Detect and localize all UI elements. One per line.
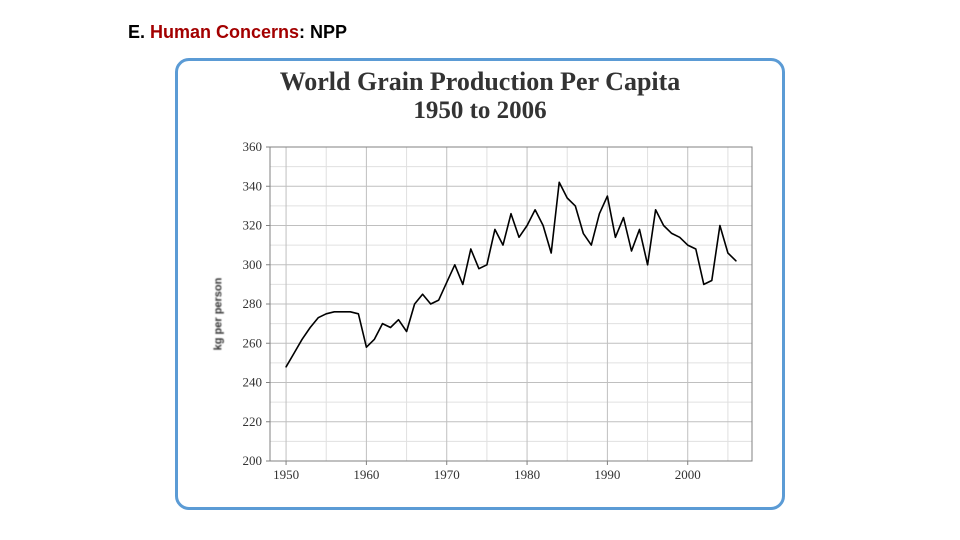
heading-title: Human Concerns xyxy=(150,22,299,42)
chart-title-line1: World Grain Production Per Capita xyxy=(178,67,782,97)
y-axis-label: kg per person xyxy=(212,278,224,351)
svg-plot-container: 200 220 240 260 280 300 320 340 360 1950 1960 1970 1… xyxy=(230,141,762,487)
y-tick-label: 320 xyxy=(243,218,263,233)
x-tick-label: 1970 xyxy=(434,467,460,482)
y-tick-label: 280 xyxy=(243,296,263,311)
x-tick-label: 1950 xyxy=(273,467,299,482)
page-heading: E. Human Concerns: NPP xyxy=(128,22,347,43)
chart-svg: 200 220 240 260 280 300 320 340 360 1950 1960 1970 1… xyxy=(230,141,762,487)
y-tick-label: 220 xyxy=(243,414,263,429)
y-tick-label: 360 xyxy=(243,141,263,154)
heading-suffix: : NPP xyxy=(299,22,347,42)
page: E. Human Concerns: NPP World Grain Produ… xyxy=(0,0,960,540)
x-tick-label: 2000 xyxy=(675,467,701,482)
chart-card: World Grain Production Per Capita 1950 t… xyxy=(175,58,785,510)
y-tick-label: 240 xyxy=(243,375,263,390)
y-tick-label: 340 xyxy=(243,178,263,193)
x-tick-label: 1980 xyxy=(514,467,540,482)
y-tick-label: 300 xyxy=(243,257,263,272)
y-tick-label: 260 xyxy=(243,335,263,350)
chart-title-line2: 1950 to 2006 xyxy=(178,97,782,126)
x-tick-label: 1960 xyxy=(353,467,379,482)
y-tick-label: 200 xyxy=(243,453,263,468)
chart-title: World Grain Production Per Capita 1950 t… xyxy=(178,67,782,126)
plot-area: kg per person 200 220 240 260 280 300 320 340 36… xyxy=(208,141,762,487)
x-tick-label: 1990 xyxy=(594,467,620,482)
heading-prefix: E. xyxy=(128,22,150,42)
